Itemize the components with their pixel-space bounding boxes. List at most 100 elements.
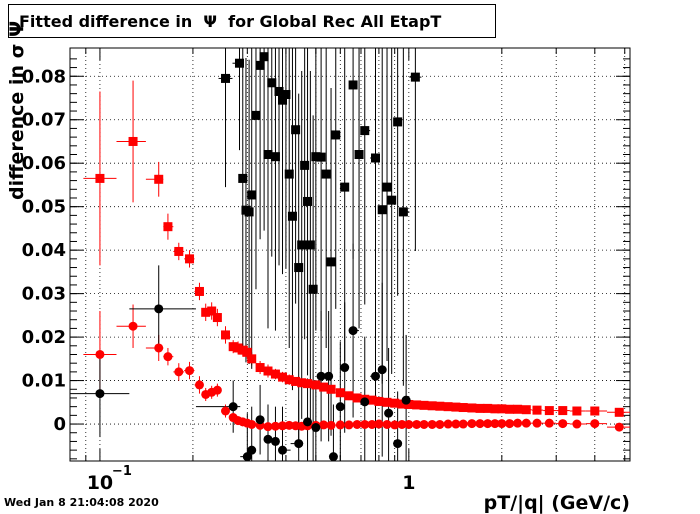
data-point-square	[308, 284, 318, 294]
data-point-circle	[367, 419, 377, 429]
timestamp-footer: Wed Jan 8 21:04:08 2020	[4, 496, 159, 509]
axis-ticks: 0 0.01 0.02 0.03 0.04 0.05 0.06 0.07 0.08 10−1 1	[22, 48, 630, 494]
data-point-square	[255, 60, 265, 70]
data-point-circle	[270, 421, 280, 431]
data-point-square	[397, 399, 407, 409]
data-point-circle	[384, 408, 394, 418]
data-point-circle	[458, 419, 468, 429]
data-point-circle	[393, 439, 403, 449]
data-point-circle	[278, 445, 288, 455]
data-point-circle	[348, 326, 358, 336]
data-point-circle	[185, 366, 195, 376]
data-point-square	[505, 404, 515, 414]
data-point-circle	[370, 371, 380, 381]
data-point-square	[297, 378, 307, 388]
data-point-circle	[451, 419, 461, 429]
data-point-square	[274, 86, 284, 96]
data-point-circle	[390, 420, 400, 430]
data-point-square	[443, 402, 453, 412]
data-point-circle	[247, 419, 257, 429]
data-point-square	[513, 404, 523, 414]
data-point-square	[163, 222, 173, 232]
data-point-square	[221, 330, 231, 340]
x-tick-label-exponent: −1	[112, 464, 132, 479]
data-point-square	[544, 406, 554, 416]
data-point-square	[228, 342, 238, 352]
data-point-circle	[497, 419, 507, 429]
data-point-square	[393, 117, 403, 127]
data-point-circle	[278, 421, 288, 431]
data-point-circle	[483, 419, 493, 429]
data-point-square	[207, 306, 217, 316]
data-point-square	[467, 403, 477, 413]
grid	[69, 48, 630, 461]
data-point-square	[572, 406, 582, 416]
data-point-square	[303, 196, 313, 206]
data-point-circle	[154, 343, 164, 353]
data-point-circle	[572, 419, 582, 429]
data-point-circle	[263, 422, 273, 432]
data-point-square	[303, 379, 313, 389]
data-point-circle	[255, 415, 265, 425]
data-point-square	[370, 153, 380, 163]
data-point-square	[340, 182, 350, 192]
data-point-square	[270, 369, 280, 379]
data-point-square	[244, 207, 254, 217]
data-point-circle	[401, 395, 411, 405]
data-point-square	[154, 174, 164, 184]
data-point-square	[614, 407, 624, 417]
data-point-circle	[435, 419, 445, 429]
data-point-square	[212, 313, 222, 323]
data-point-square	[294, 263, 304, 273]
data-point-circle	[404, 419, 414, 429]
chart-title: Fitted difference in Ψ for Global Rec Al…	[8, 4, 496, 38]
data-point-square	[331, 130, 341, 140]
data-point-square	[374, 396, 384, 406]
data-point-circle	[316, 371, 326, 381]
data-point-square	[238, 173, 248, 183]
data-point-circle	[174, 367, 184, 377]
x-tick-label: 1	[402, 472, 415, 494]
y-tick-label: 0.05	[22, 197, 66, 218]
data-point-square	[321, 169, 331, 179]
data-point-square	[558, 406, 568, 416]
data-point-square	[247, 190, 257, 200]
data-markers	[95, 52, 624, 462]
data-point-circle	[352, 419, 362, 429]
data-point-square	[382, 397, 392, 407]
data-point-circle	[397, 419, 407, 429]
data-point-circle	[340, 363, 350, 373]
data-point-square	[387, 195, 397, 205]
data-point-circle	[270, 436, 280, 446]
data-point-square	[335, 388, 345, 398]
data-point-square	[348, 80, 358, 90]
data-point-circle	[344, 420, 354, 430]
data-point-circle	[303, 417, 313, 427]
data-point-square	[221, 73, 231, 83]
data-point-square	[242, 347, 252, 357]
data-point-circle	[467, 419, 477, 429]
data-point-square	[521, 405, 531, 415]
data-point-square	[284, 375, 294, 385]
data-point-square	[398, 207, 408, 217]
data-point-square	[291, 125, 301, 135]
data-point-square	[251, 110, 261, 120]
data-point-circle	[505, 419, 515, 429]
data-point-square	[278, 95, 288, 105]
y-tick-label: 0	[53, 414, 66, 435]
data-point-circle	[614, 422, 624, 432]
data-point-circle	[194, 380, 204, 390]
data-point-square	[238, 345, 248, 355]
data-point-square	[410, 72, 420, 82]
data-point-square	[263, 150, 273, 160]
data-point-square	[475, 403, 485, 413]
data-point-circle	[443, 419, 453, 429]
data-point-circle	[382, 419, 392, 429]
data-point-square	[305, 240, 315, 250]
data-point-circle	[513, 418, 523, 428]
y-axis-label: difference in σ Ψ	[6, 20, 28, 200]
data-point-square	[354, 150, 364, 160]
data-point-square	[382, 182, 392, 192]
data-point-square	[263, 366, 273, 376]
